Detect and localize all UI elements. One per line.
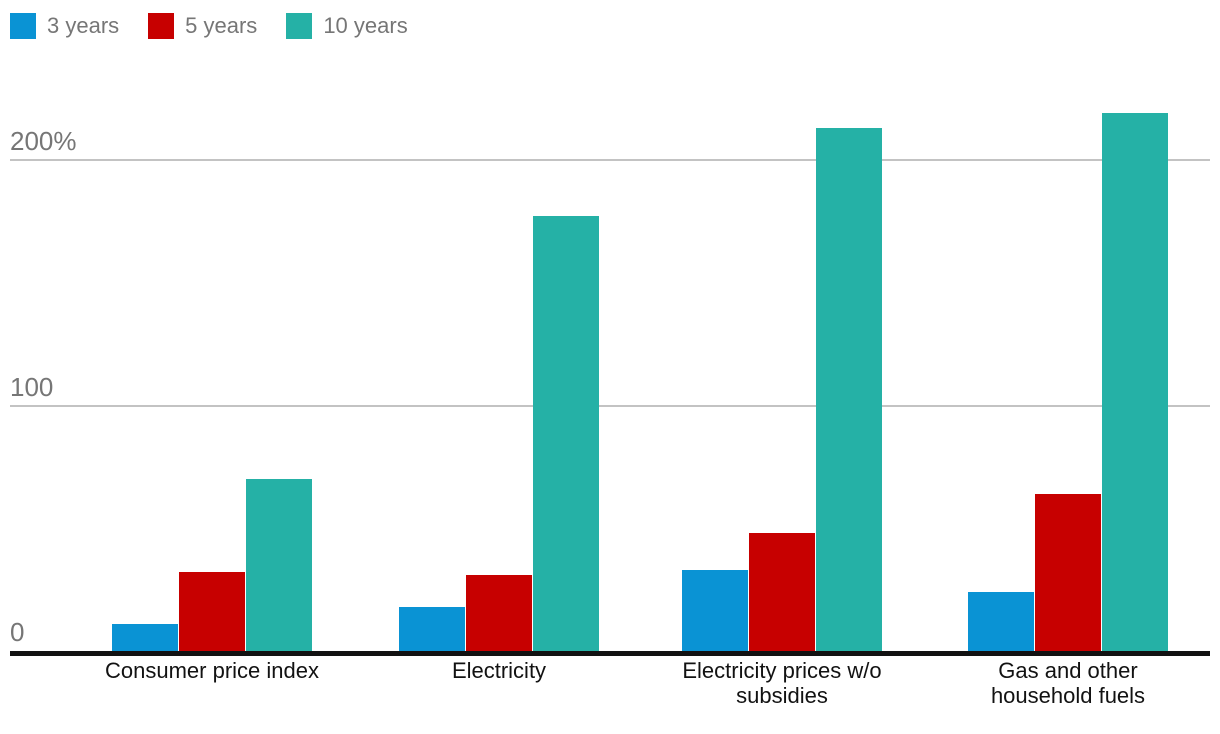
gridline — [10, 159, 1210, 161]
legend-label: 10 years — [323, 13, 408, 38]
y-tick-label: 0 — [10, 617, 25, 647]
bar-3-years-4 — [968, 592, 1034, 651]
y-tick-label: 200% — [10, 126, 77, 156]
x-category-label: Gas and other household fuels — [928, 658, 1208, 708]
legend-item: 10 years — [286, 13, 408, 39]
gridline — [10, 404, 1210, 407]
x-category-label: Electricity prices w/o subsidies — [642, 658, 922, 708]
x-category-label: Electricity — [359, 658, 639, 683]
bar-3-years-2 — [399, 607, 465, 651]
bar-5-years-4 — [1035, 494, 1101, 651]
x-axis-line — [10, 651, 1210, 656]
bar-3-years-3 — [682, 570, 748, 651]
x-category-label-line: Electricity prices w/o — [682, 658, 882, 683]
x-category-label-line: subsidies — [736, 683, 828, 708]
bar-5-years-3 — [749, 533, 815, 651]
legend-swatch — [10, 13, 36, 39]
bar-10-years-1 — [246, 479, 312, 651]
x-category-label-line: Consumer price index — [105, 658, 319, 683]
legend-swatch — [148, 13, 175, 39]
legend-label: 5 years — [185, 13, 258, 38]
legend-swatch — [286, 13, 313, 39]
bar-5-years-1 — [179, 572, 245, 651]
bar-5-years-2 — [466, 575, 532, 651]
bar-10-years-3 — [816, 128, 882, 651]
x-category-label-line: household fuels — [990, 683, 1146, 708]
chart-legend: 3 years 5 years 10 years — [10, 13, 408, 39]
x-category-label-line: Electricity — [451, 658, 547, 683]
x-category-label-line: Gas and other — [998, 658, 1138, 683]
legend-item: 5 years — [148, 13, 257, 39]
y-tick-label: 100 — [10, 371, 54, 402]
x-category-label: Consumer price index — [72, 658, 352, 683]
bar-3-years-1 — [112, 624, 178, 651]
legend-item: 3 years — [10, 13, 119, 39]
bar-10-years-4 — [1102, 113, 1168, 651]
legend-label: 3 years — [47, 13, 120, 38]
bar-10-years-2 — [533, 216, 599, 651]
